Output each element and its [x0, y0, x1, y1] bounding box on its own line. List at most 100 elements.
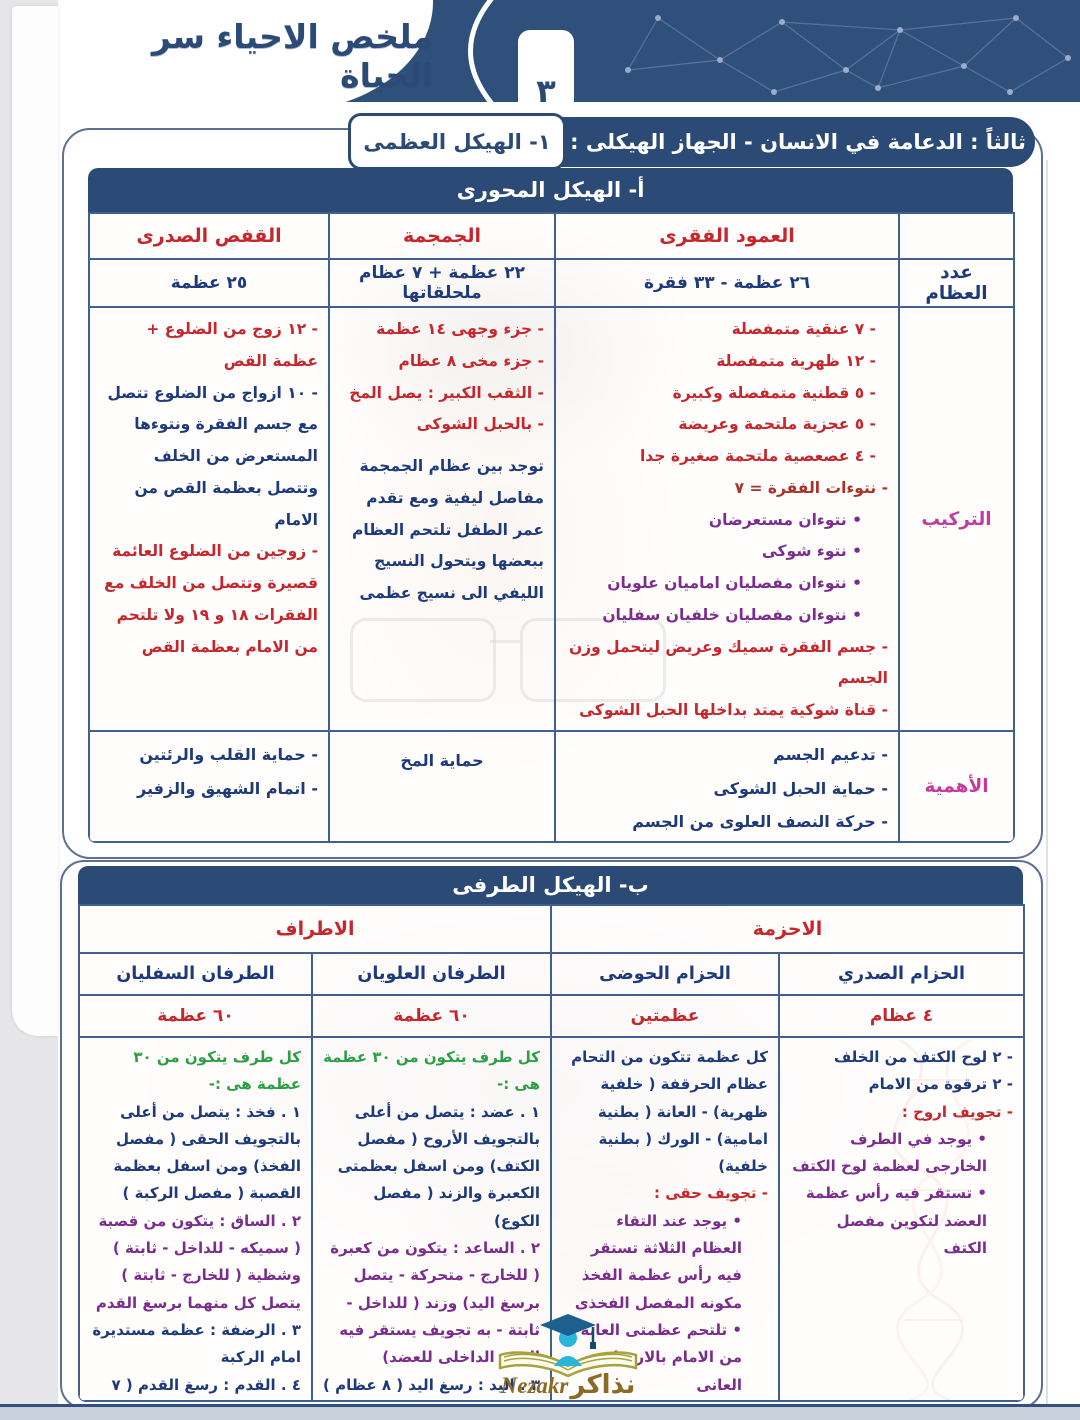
pectoral-items: - ٢ لوح الكتف من الخلف - ٢ ترقوة من الاما…: [790, 1044, 1013, 1099]
list-item: - ٢ لوح الكتف من الخلف: [833, 1048, 1013, 1066]
row-label-structure: التركيب: [899, 307, 1014, 731]
column-header-ribcage: القفص الصدرى: [89, 213, 329, 259]
column-header-skull: الجمجمة: [329, 213, 555, 259]
pelvic-structure-cell: كل عظمة تتكون من التحام عظام الحرقفة ( خ…: [551, 1037, 779, 1401]
list-item: - ٥ قطنية متمفصلة وكبيرة: [672, 383, 876, 402]
ribcage-bones-count: ٢٥ عظمة: [89, 259, 329, 307]
publisher-logo-text: Nezakr نذاكر: [501, 1370, 636, 1400]
banner-title-container: ملخص الاحياء سر الحياة: [58, 0, 434, 112]
list-item: - قناة شوكية يمتد بداخلها الحبل الشوكى ل…: [579, 701, 888, 720]
group-header-limbs: الاطراف: [79, 905, 551, 953]
publisher-logo: Nezakr نذاكر: [468, 1308, 668, 1400]
axial-skeleton-table: العمود الفقرى الجمجمة القفص الصدرى عدد ا…: [88, 212, 1015, 843]
list-item: - حماية القلب والرئتين: [139, 745, 318, 764]
appendicular-skeleton-table: الاحزمة الاطراف الحزام الصدري الحزام الح…: [78, 904, 1025, 1402]
list-item: - جزء مخى ٨ عظام: [398, 351, 544, 370]
upper-limbs-item-1: ١ . عضد : يتصل من أعلى بالتجويف الأروح (…: [337, 1102, 540, 1230]
list-item: - جزء وجهى ١٤ عظمة: [376, 320, 544, 338]
pectoral-cavity-title: - تجويف اروح :: [901, 1102, 1013, 1121]
row-label-importance: الأهمية: [899, 731, 1014, 842]
skull-note: توجد بين عظام الجمجمة مفاصل ليفية ومع تق…: [352, 457, 544, 603]
spine-importance-cell: - تدعيم الجسم - حماية الحبل الشوكى - حركة …: [555, 731, 899, 842]
ribcage-item-1: - ١٢ زوج من الضلوع + عظمة القص: [146, 320, 318, 370]
list-item: • نتوءان مستعرضان: [708, 510, 862, 529]
row-label-bones-count: عدد العظام: [899, 259, 1014, 307]
logo-name-english: Nezakr: [500, 1373, 569, 1398]
group-header-girdles: الاحزمة: [551, 905, 1024, 953]
list-item: - حركة النصف العلوى من الجسم: [632, 812, 888, 832]
ribcage-item-3: - زوجين من الضلوع العائمة قصيرة وتتصل من…: [104, 542, 318, 656]
axial-skeleton-table-title: أ- الهيكل المحورى: [88, 168, 1013, 212]
upper-limbs-item-2: ٢ . الساعد : يتكون من كعبرة ( للخارج - م…: [330, 1239, 540, 1367]
column-header-pectoral-girdle: الحزام الصدري: [779, 953, 1024, 995]
appendicular-skeleton-table-title: ب- الهيكل الطرفى: [78, 866, 1023, 904]
upper-limbs-structure-cell: كل طرف يتكون من ٣٠ عظمة هى :- ١ . عضد : …: [312, 1037, 551, 1401]
scan-bottom-strip: [0, 1404, 1080, 1420]
lower-limbs-item-1: ١ . فخذ : يتصل من أعلى بالتجويف الحقى ( …: [113, 1102, 301, 1203]
spine-protrusions-list: • نتوءان مستعرضان • نتوء شوكى • نتوءان مفص…: [566, 505, 888, 632]
logo-name-arabic: نذاكر: [570, 1370, 636, 1400]
pectoral-cavity-points: • يوجد في الطرف الخارجى لعظمة لوح الكتف •…: [790, 1126, 1013, 1262]
ribcage-item-2: - ١٠ ازواج من الضلوع تتصل مع جسم الفقرة …: [107, 383, 318, 529]
section-subtitle-box: ١- الهيكل العظمى: [348, 113, 566, 170]
column-header-lower-limbs: الطرفان السفليان: [79, 953, 312, 995]
pectoral-structure-cell: - ٢ لوح الكتف من الخلف - ٢ ترقوة من الاما…: [779, 1037, 1024, 1401]
ribcage-structure-cell: - ١٢ زوج من الضلوع + عظمة القص - ١٠ ازوا…: [89, 307, 329, 731]
list-item: - ٤ عصعصية ملتحمة صغيرة جدا: [639, 447, 876, 466]
list-item: - ٥ عجزية ملتحمة وعريضة: [678, 415, 876, 434]
skull-bones-count: ٢٢ عظمة + ٧ عظام ملحلقاتها: [329, 259, 555, 307]
upper-limbs-item-3: ٣ . اليد : رسغ اليد ( ٨ عظام ) + راحة ال…: [323, 1375, 540, 1394]
lower-limbs-count: ٦٠ عظمة: [79, 995, 312, 1037]
page-number-tab: ٣: [518, 30, 574, 118]
lower-limbs-item-2: ٢ . الساق : يتكون من قصبة ( سميكه - للدا…: [95, 1211, 301, 1312]
lower-limbs-intro: كل طرف يتكون من ٣٠ عظمة هى :-: [133, 1048, 301, 1094]
skull-importance-cell: حماية المخ: [329, 731, 555, 842]
corner-empty-cell: [899, 213, 1014, 259]
page-number: ٣: [536, 72, 556, 110]
lower-limbs-item-3: ٣ . الرضفة : عظمة مستديرة امام الركبة: [92, 1320, 301, 1367]
upper-limbs-count: ٦٠ عظمة: [312, 995, 551, 1037]
ribcage-importance-cell: - حماية القلب والرئتين - اتمام الشهيق وال…: [89, 731, 329, 842]
scan-left-margin: [0, 0, 58, 1420]
list-item: - حماية الحبل الشوكى: [713, 778, 888, 798]
list-item: - ٢ ترقوة من الامام: [868, 1075, 1013, 1094]
list-item: - ٧ عنقية متمفصلة: [731, 320, 876, 338]
list-item: • يوجد عند التقاء العظام الثلاثة تستقر ف…: [574, 1211, 742, 1312]
upper-limbs-intro: كل طرف يتكون من ٣٠ عظمة هى :-: [323, 1048, 540, 1094]
spine-structure-cell: - ٧ عنقية متمفصلة - ١٢ ظهرية متمفصلة - ٥ ق…: [555, 307, 899, 731]
parenthesis-arc: [468, 0, 505, 118]
pectoral-count: ٤ عظام: [779, 995, 1024, 1037]
list-item: - اتمام الشهيق والزفير: [137, 778, 318, 798]
list-item: • نتوء شوكى: [761, 542, 862, 561]
list-item: - جسم الفقرة سميك وعريض ليتحمل وزن الجسم: [568, 637, 888, 688]
lower-limbs-item-4: ٤ . القدم : رسغ القدم ( ٧ عظام ) + مشط ا…: [111, 1375, 301, 1394]
section-title: ثالثاً : الدعامة في الانسان - الجهاز اله…: [570, 130, 1026, 154]
pelvic-count: عظمتين: [551, 995, 779, 1037]
column-header-upper-limbs: الطرفان العلويان: [312, 953, 551, 995]
spine-protrusions-title: - نتوءات الفقرة = ٧: [734, 478, 888, 497]
list-item: • نتوءان مفصليان خلفيان سفليان: [602, 605, 862, 624]
list-item: - تدعيم الجسم: [773, 745, 888, 764]
network-pattern: [625, 15, 1071, 95]
scan-right-edge-line: [1046, 160, 1048, 1405]
list-item: - الثقب الكبير : يصل المخ: [349, 383, 544, 402]
lower-limbs-structure-cell: كل طرف يتكون من ٣٠ عظمة هى :- ١ . فخذ : …: [79, 1037, 312, 1401]
pelvic-intro: كل عظمة تتكون من التحام عظام الحرقفة ( خ…: [571, 1048, 768, 1176]
list-item: - ١٢ ظهرية متمفصلة: [716, 351, 876, 370]
book-graduation-icon: [498, 1314, 638, 1378]
list-item: - بالحبل الشوكى: [416, 415, 544, 434]
pelvic-cavity-title: - تجويف حقى :: [653, 1184, 768, 1203]
list-item: • نتوءان مفصليان اماميان علويان: [607, 574, 862, 593]
page-title: ملخص الاحياء سر الحياة: [151, 17, 434, 95]
list-item: • تستقر فيه رأس عظمة العضد لتكوين مفصل ا…: [805, 1184, 987, 1258]
column-header-pelvic-girdle: الحزام الحوضى: [551, 953, 779, 995]
skull-structure-cell: - جزء وجهى ١٤ عظمة - جزء مخى ٨ عظام - الثق…: [329, 307, 555, 731]
column-header-spine: العمود الفقرى: [555, 213, 899, 259]
scan-paper-edge: [12, 6, 58, 1036]
section-subtitle: ١- الهيكل العظمى: [363, 129, 551, 154]
spine-vertebrae-list: - ٧ عنقية متمفصلة - ١٢ ظهرية متمفصلة - ٥ ق…: [566, 314, 888, 473]
list-item: • يوجد في الطرف الخارجى لعظمة لوح الكتف: [792, 1129, 987, 1176]
skull-parts-list: - جزء وجهى ١٤ عظمة - جزء مخى ٨ عظام - الثق…: [340, 314, 544, 441]
spine-body-notes: - جسم الفقرة سميك وعريض ليتحمل وزن الجسم…: [566, 632, 888, 730]
